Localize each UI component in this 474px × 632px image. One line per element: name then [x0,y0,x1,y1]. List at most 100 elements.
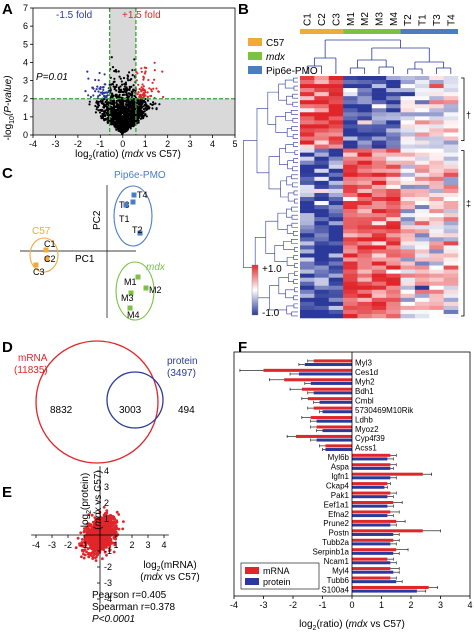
heatmap-cell [386,205,401,210]
heatmap-cell [443,176,459,182]
volcano-point [118,75,121,78]
volcano-point [126,128,129,131]
heatmap-column-label: T1 [418,14,429,26]
volcano-point [132,119,135,122]
volcano-point [131,69,134,72]
heatmap-cell [386,281,401,287]
volcano-point [122,105,125,108]
heatmap-cell [429,120,444,125]
volcano-point [112,112,115,116]
volcano-point [106,121,109,124]
heatmap-cell [400,237,416,242]
heatmap-cell [328,213,344,218]
heatmap-cell [343,197,358,202]
heatmap-cell [443,100,459,105]
heatmap-cell [386,257,401,262]
volcano-point [132,88,135,91]
correlation-point [105,553,108,557]
volcano-point [144,107,147,110]
volcano-x-tick-label: 2 [165,139,170,149]
correlation-point [86,528,90,532]
correlation-point [113,543,117,547]
pca-point [143,285,149,291]
heatmap-cell [300,128,315,133]
correlation-point [91,528,94,532]
row-dendro-branch [292,93,298,99]
correlation-points [74,505,125,562]
heatmap-cell [357,120,373,125]
volcano-point [133,58,136,61]
heatmap-cell [328,197,344,202]
heatmap-cell [357,188,373,194]
correlation-x-tick-label: 4 [161,540,166,550]
volcano-point [142,108,145,111]
bar-chart-plot: Myl3Ces1dMyh2Bdh1Cmbl5730469M10RikLdhbMy… [230,351,473,610]
volcano-point [122,76,126,80]
heatmap-cell [343,245,358,250]
heatmap-cell [343,297,358,303]
heatmap-cell [314,128,330,133]
group-bar-pip6e-pmo [400,29,458,34]
volcano-point [117,111,120,115]
volcano-point [126,74,129,77]
heatmap-cell [414,229,430,234]
correlation-point [108,548,112,552]
volcano-point [127,117,130,120]
heatmap-cell [414,289,430,295]
heatmap-cell [386,76,401,81]
correlation-point [85,536,89,539]
heatmap-cell [400,136,416,141]
volcano-point [122,124,125,127]
row-dendro-branch [293,295,298,301]
correlation-point [114,524,118,527]
heatmap-cell [429,148,444,153]
heatmap-cell [300,209,315,214]
correlation-point [96,541,99,544]
bar-protein [352,589,417,593]
heatmap-cell [300,80,315,85]
heatmap-cell [443,88,459,93]
correlation-point [82,556,86,560]
heatmap-cell [314,132,330,137]
heatmap-cell [328,120,344,125]
heatmap-cell [386,273,401,278]
volcano-point [137,91,140,94]
heatmap-cell [328,192,344,198]
volcano-point [112,115,115,118]
correlation-point [93,521,97,525]
heatmap-cell [328,265,344,270]
volcano-point [89,95,92,99]
pca-point [33,262,39,268]
heatmap-cell [414,205,430,210]
heatmap-cell [328,156,344,161]
heatmap-cell [400,172,416,178]
heatmap-cell [300,241,315,246]
volcano-point [88,100,91,103]
heatmap-cell [343,148,358,153]
heatmap-cell [357,164,373,170]
bar-mrna [352,529,423,533]
correlation-x-label-line1: log2(mRNA) [143,560,196,573]
volcano-point [150,94,153,98]
correlation-x-tick-label: 3 [145,540,150,550]
correlation-point [104,527,108,531]
row-dendro-branch [286,95,293,105]
correlation-y-tick-label: -1 [104,546,112,556]
heatmap-cell [400,273,416,278]
heatmap-cell [343,289,358,295]
group-bar-mdx [343,29,401,34]
heatmap-cell [314,88,330,93]
pca-ellipse-mdx [115,261,155,321]
heatmap-cell [343,156,358,161]
volcano-point [96,102,99,105]
row-dendro-branch [287,160,294,170]
correlation-point [105,509,109,513]
heatmap-cell [343,281,358,287]
heatmap-cell [357,273,373,278]
volcano-point [110,102,113,105]
heatmap-cell [443,297,459,303]
volcano-point [111,116,114,119]
volcano-point [139,100,143,104]
volcano-point [113,106,116,109]
